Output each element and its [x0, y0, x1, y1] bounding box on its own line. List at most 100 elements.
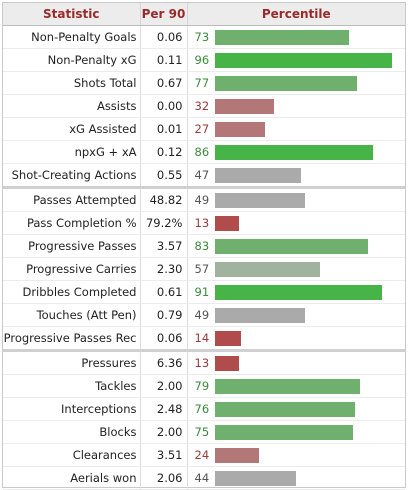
per90-cell: 0.06: [140, 326, 188, 351]
percentile-bar: [214, 76, 357, 91]
percentile-value: 76: [194, 402, 210, 416]
percentile-value: 14: [194, 331, 210, 345]
per90-cell: 0.06: [140, 25, 188, 49]
percentile-cell: 13: [187, 211, 405, 235]
per90-cell: 2.30: [140, 257, 188, 281]
table-row: Progressive Passes Rec 0.06 14: [3, 326, 405, 351]
table-row: Non-Penalty Goals 0.06 73: [3, 25, 405, 49]
percentile-cell: 73: [187, 25, 405, 49]
stat-name-cell: Passes Attempted: [3, 186, 141, 212]
percentile-value: 13: [194, 356, 210, 370]
percentile-bar: [214, 471, 296, 486]
stat-name-cell: Progressive Carries: [3, 257, 141, 281]
per90-cell: 0.01: [140, 117, 188, 141]
percentile-bar: [214, 448, 259, 463]
stat-name-cell: Pressures: [3, 349, 141, 375]
percentile-bar: [214, 425, 353, 440]
percentile-value: 79: [194, 379, 210, 393]
percentile-cell: 79: [187, 374, 405, 398]
percentile-value: 83: [194, 239, 210, 253]
statistic-header[interactable]: Statistic: [3, 3, 141, 26]
per90-cell: 2.48: [140, 397, 188, 421]
stat-name-cell: Touches (Att Pen): [3, 303, 141, 327]
per90-cell: 0.00: [140, 94, 188, 118]
per90-cell: 0.11: [140, 48, 188, 72]
stat-name-cell: Progressive Passes Rec: [3, 326, 141, 351]
percentile-bar: [214, 122, 265, 137]
percentile-cell: 96: [187, 48, 405, 72]
table-row: Passes Attempted 48.82 49: [3, 186, 405, 212]
table-row: npxG + xA 0.12 86: [3, 140, 405, 164]
per90-cell: 0.79: [140, 303, 188, 327]
percentile-cell: 91: [187, 280, 405, 304]
percentile-value: 49: [194, 308, 210, 322]
percentile-cell: 75: [187, 420, 405, 444]
percentile-bar: [214, 239, 368, 254]
per90-cell: 0.61: [140, 280, 188, 304]
percentile-value: 27: [194, 122, 210, 136]
percentile-header[interactable]: Percentile: [187, 3, 405, 26]
table-row: Tackles 2.00 79: [3, 374, 405, 398]
stat-name-cell: Shot-Creating Actions: [3, 163, 141, 188]
per90-cell: 48.82: [140, 186, 188, 212]
stat-name-cell: Shots Total: [3, 71, 141, 95]
percentile-value: 47: [194, 168, 210, 182]
percentile-cell: 77: [187, 71, 405, 95]
stat-name-cell: xG Assisted: [3, 117, 141, 141]
percentile-value: 24: [194, 448, 210, 462]
table-row: Non-Penalty xG 0.11 96: [3, 48, 405, 72]
table-row: Progressive Passes 3.57 83: [3, 234, 405, 258]
percentile-value: 32: [194, 99, 210, 113]
percentile-bar: [214, 379, 360, 394]
table-row: Touches (Att Pen) 0.79 49: [3, 303, 405, 327]
table-row: Progressive Carries 2.30 57: [3, 257, 405, 281]
percentile-cell: 49: [187, 303, 405, 327]
scouting-report-table: Statistic Per 90 Percentile Non-Penalty …: [3, 3, 405, 490]
percentile-cell: 24: [187, 443, 405, 467]
percentile-cell: 27: [187, 117, 405, 141]
percentile-bar: [214, 308, 305, 323]
percentile-cell: 86: [187, 140, 405, 164]
stat-name-cell: Non-Penalty xG: [3, 48, 141, 72]
per90-header[interactable]: Per 90: [140, 3, 188, 26]
percentile-cell: 13: [187, 349, 405, 375]
percentile-value: 96: [194, 53, 210, 67]
percentile-bar: [214, 216, 239, 231]
percentile-value: 49: [194, 193, 210, 207]
stat-name-cell: Tackles: [3, 374, 141, 398]
table-row: Shot-Creating Actions 0.55 47: [3, 163, 405, 188]
table-row: Dribbles Completed 0.61 91: [3, 280, 405, 304]
stat-name-cell: npxG + xA: [3, 140, 141, 164]
stat-name-cell: Interceptions: [3, 397, 141, 421]
stat-name-cell: Clearances: [3, 443, 141, 467]
percentile-value: 86: [194, 145, 210, 159]
per90-cell: 79.2%: [140, 211, 188, 235]
table-body: Non-Penalty Goals 0.06 73 Non-Penalty xG 0.1…: [3, 25, 405, 490]
percentile-bar: [214, 99, 274, 114]
per90-cell: 3.51: [140, 443, 188, 467]
table-row: Pass Completion % 79.2% 13: [3, 211, 405, 235]
percentile-bar: [214, 145, 373, 160]
table-row: Aerials won 2.06 44: [3, 466, 405, 490]
percentile-cell: 49: [187, 186, 405, 212]
per90-cell: 2.00: [140, 374, 188, 398]
stat-name-cell: Assists: [3, 94, 141, 118]
table-row: Clearances 3.51 24: [3, 443, 405, 467]
stat-name-cell: Dribbles Completed: [3, 280, 141, 304]
percentile-value: 73: [194, 30, 210, 44]
per90-cell: 2.06: [140, 466, 188, 490]
percentile-bar: [214, 30, 349, 45]
table-row: Pressures 6.36 13: [3, 349, 405, 375]
table-row: Blocks 2.00 75: [3, 420, 405, 444]
per90-cell: 2.00: [140, 420, 188, 444]
percentile-value: 13: [194, 216, 210, 230]
table-row: xG Assisted 0.01 27: [3, 117, 405, 141]
stat-name-cell: Pass Completion %: [3, 211, 141, 235]
percentile-bar: [214, 193, 305, 208]
percentile-cell: 57: [187, 257, 405, 281]
percentile-cell: 76: [187, 397, 405, 421]
percentile-cell: 14: [187, 326, 405, 351]
table-row: Shots Total 0.67 77: [3, 71, 405, 95]
table-row: Interceptions 2.48 76: [3, 397, 405, 421]
per90-cell: 0.55: [140, 163, 188, 188]
